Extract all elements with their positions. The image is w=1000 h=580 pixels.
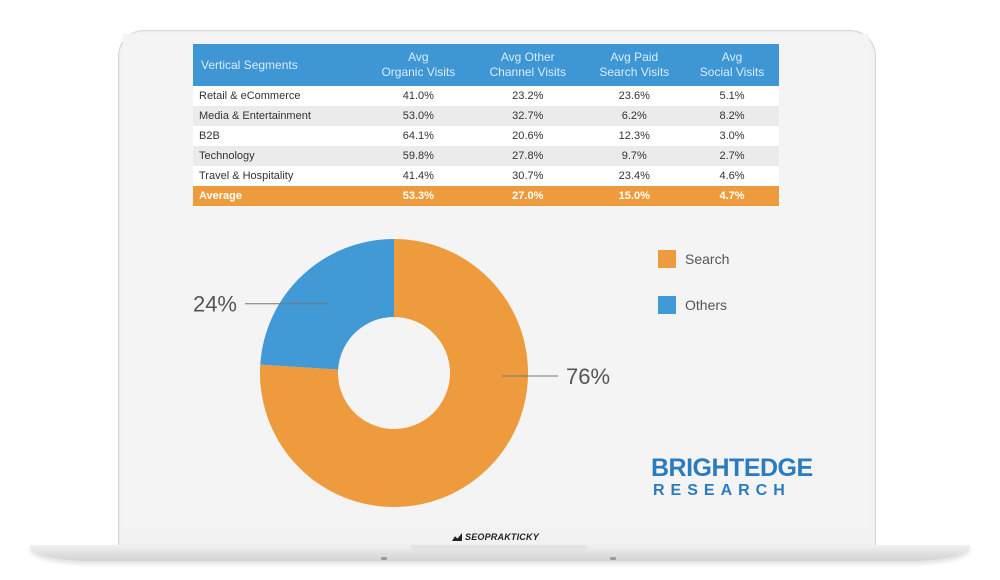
laptop-base: [30, 545, 970, 561]
header-organic: Avg Organic Visits: [364, 44, 473, 86]
header-other-channel: Avg Other Channel Visits: [472, 44, 584, 86]
hinge-mark-left: [381, 557, 387, 560]
table-cell: 59.8%: [364, 146, 473, 166]
table-cell: Retail & eCommerce: [193, 86, 365, 106]
donut-slice-search: [260, 239, 528, 507]
table-row: Travel & Hospitality 41.4% 30.7% 23.4% 4…: [193, 166, 779, 186]
table-cell: 20.6%: [472, 126, 584, 146]
legend-swatch-search: [658, 250, 676, 268]
table-cell: 64.1%: [364, 126, 473, 146]
legend-label: Others: [685, 297, 728, 313]
table-row: Technology 59.8% 27.8% 9.7% 2.7%: [193, 146, 779, 166]
laptop-notch: [410, 545, 588, 551]
header-sublabel: Social Visits: [699, 65, 765, 79]
legend-item-search: Search: [658, 250, 729, 268]
table-row: Media & Entertainment 53.0% 32.7% 6.2% 8…: [193, 106, 779, 126]
table-cell: 2.7%: [685, 146, 779, 166]
hinge-mark-right: [610, 557, 616, 560]
legend-item-others: Others: [658, 296, 727, 314]
header-label: Avg Paid: [610, 50, 659, 64]
table-row: B2B 64.1% 20.6% 12.3% 3.0%: [193, 126, 779, 146]
segments-table: Vertical Segments Avg Organic Visits Avg …: [193, 44, 779, 206]
table-cell: Average: [193, 186, 365, 206]
table-cell: 30.7%: [472, 166, 584, 186]
header-sublabel: Search Visits: [599, 65, 670, 79]
table-cell: 8.2%: [685, 106, 779, 126]
research-logo: RESEARCH: [653, 482, 791, 499]
table-cell: B2B: [193, 126, 365, 146]
table-cell: 53.3%: [364, 186, 473, 206]
table-cell: Media & Entertainment: [193, 106, 365, 126]
table-cell: 4.7%: [685, 186, 779, 206]
table-cell: 41.0%: [364, 86, 473, 106]
chart-logo-icon: [452, 533, 462, 541]
table-cell: 32.7%: [472, 106, 584, 126]
table-row: Retail & eCommerce 41.0% 23.2% 23.6% 5.1…: [193, 86, 779, 106]
table-cell: 41.4%: [364, 166, 473, 186]
header-paid-search: Avg Paid Search Visits: [583, 44, 686, 86]
table-header-row: Vertical Segments Avg Organic Visits Avg …: [193, 44, 779, 86]
table-cell: 6.2%: [583, 106, 686, 126]
table-cell: 15.0%: [583, 186, 686, 206]
legend-label: Search: [685, 251, 730, 267]
watermark-text: SEOPRAKTICKY: [465, 532, 539, 542]
table-cell: 5.1%: [685, 86, 779, 106]
table-cell: 27.8%: [472, 146, 584, 166]
table-cell: 23.6%: [583, 86, 686, 106]
header-label: Vertical Segments: [201, 57, 298, 72]
header-label: Avg Other: [500, 50, 555, 64]
screen: Vertical Segments Avg Organic Visits Avg …: [123, 34, 869, 528]
average-row: Average 53.3% 27.0% 15.0% 4.7%: [193, 186, 779, 206]
table-cell: Technology: [193, 146, 365, 166]
data-label: 76%: [566, 364, 610, 389]
header-social: Avg Social Visits: [685, 44, 779, 86]
table-cell: 9.7%: [583, 146, 686, 166]
header-label: Avg: [721, 50, 743, 64]
watermark: SEOPRAKTICKY: [452, 531, 548, 543]
table-cell: 12.3%: [583, 126, 686, 146]
table-cell: Travel & Hospitality: [193, 166, 365, 186]
table-cell: 27.0%: [472, 186, 584, 206]
header-sublabel: Organic Visits: [381, 65, 456, 79]
table-cell: 53.0%: [364, 106, 473, 126]
header-label: Avg: [408, 50, 429, 64]
table-cell: 3.0%: [685, 126, 779, 146]
header-vertical-segments: Vertical Segments: [193, 44, 365, 86]
data-label: 24%: [193, 292, 237, 317]
table-cell: 4.6%: [685, 166, 779, 186]
brightedge-logo: BRIGHTEDGE: [651, 454, 813, 482]
table-cell: 23.2%: [472, 86, 584, 106]
legend-swatch-others: [658, 296, 676, 314]
donut-chart: 76% 24%: [193, 239, 610, 507]
header-sublabel: Channel Visits: [489, 65, 567, 79]
table-cell: 23.4%: [583, 166, 686, 186]
